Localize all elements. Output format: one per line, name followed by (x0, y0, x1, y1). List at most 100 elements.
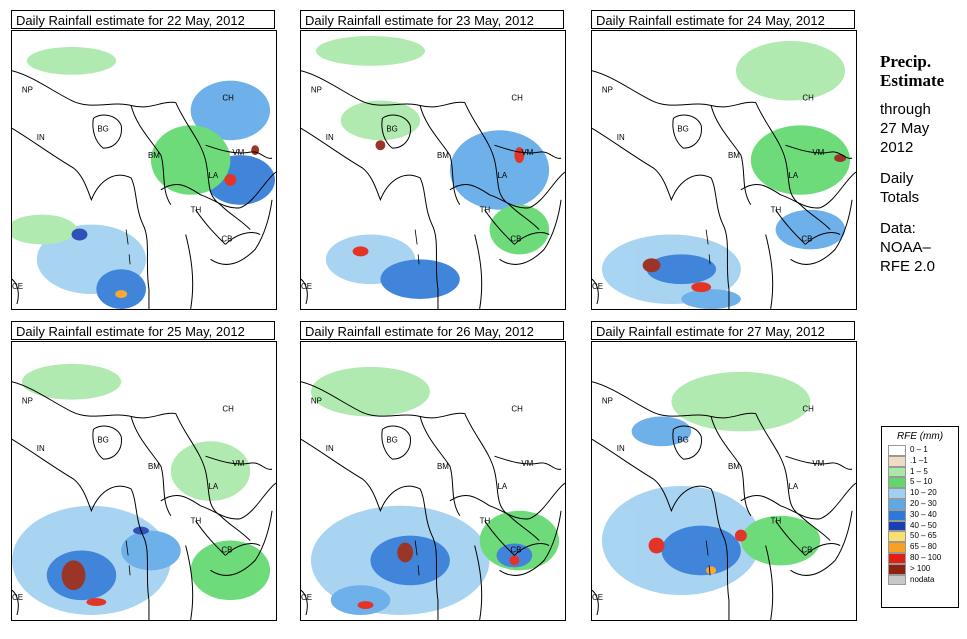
legend-swatch (888, 445, 906, 456)
panel-title: Daily Rainfall estimate for 25 May, 2012 (11, 321, 275, 340)
label-ce: CE (301, 282, 312, 291)
label-np: NP (602, 86, 613, 95)
label-bm: BM (148, 151, 160, 160)
label-la: LA (789, 482, 799, 491)
sidebar-totals-line2: Totals (880, 189, 920, 206)
label-ch: CH (511, 405, 523, 414)
sidebar-through: through (880, 101, 931, 118)
label-th: TH (771, 517, 782, 526)
label-la: LA (209, 482, 219, 491)
label-np: NP (602, 397, 613, 406)
label-in: IN (37, 133, 45, 142)
legend-swatch (888, 509, 906, 521)
label-ce: CE (301, 593, 312, 602)
map-panel-4: Daily Rainfall estimate for 25 May, 2012… (11, 321, 277, 621)
legend-label: nodata (910, 574, 935, 584)
panel-title: Daily Rainfall estimate for 27 May, 2012 (591, 321, 855, 340)
legend-swatch (888, 563, 906, 575)
legend-label: 20 – 30 (910, 498, 937, 508)
label-in: IN (37, 444, 45, 453)
label-ch: CH (222, 405, 234, 414)
label-bg: BG (677, 124, 688, 133)
legend-label: 1 – 5 (910, 466, 928, 476)
legend-swatch (888, 542, 906, 553)
label-la: LA (209, 171, 219, 180)
legend-item: nodata (882, 574, 958, 586)
panel-title: Daily Rainfall estimate for 22 May, 2012 (11, 10, 275, 29)
legend-item: 50 – 65 (882, 531, 958, 543)
legend-item: 5 – 10 (882, 477, 958, 489)
legend-title: RFE (mm) (896, 431, 944, 442)
label-ch: CH (802, 94, 814, 103)
legend-swatch (888, 520, 906, 532)
sidebar-data-line1: Data: (880, 220, 916, 237)
label-ce: CE (12, 593, 23, 602)
sidebar-data-line2: NOAA– (880, 239, 931, 256)
legend-item: 80 – 100 (882, 552, 958, 564)
sidebar-date-line1: 27 May (880, 120, 930, 137)
label-cb: CB (221, 234, 232, 243)
legend-label: .1 –1 (910, 455, 928, 465)
rainfall-map: NP CH IN BG BM VM LA TH CB CE (11, 341, 277, 621)
panel-title: Daily Rainfall estimate for 23 May, 2012 (300, 10, 564, 29)
legend-label: > 100 (910, 563, 931, 573)
label-vm: VM (521, 459, 533, 468)
label-bg: BG (677, 435, 688, 444)
label-in: IN (326, 444, 334, 453)
side-annotation: Precip. Estimate through 27 May 2012 Dai… (880, 52, 967, 276)
label-cb: CB (801, 234, 812, 243)
label-th: TH (771, 206, 782, 215)
label-la: LA (498, 482, 508, 491)
legend-swatch (888, 552, 906, 564)
legend-swatch (888, 574, 906, 586)
label-bm: BM (148, 462, 160, 471)
legend-item: 40 – 50 (882, 520, 958, 532)
label-bm: BM (437, 462, 449, 471)
legend-swatch (888, 531, 906, 543)
label-bm: BM (437, 151, 449, 160)
label-vm: VM (232, 459, 244, 468)
rainfall-map: NP CH IN BG BM VM LA TH CB CE (591, 30, 857, 310)
map-panel-3: Daily Rainfall estimate for 24 May, 2012… (591, 10, 857, 310)
sidebar-totals-line1: Daily (880, 170, 914, 187)
label-vm: VM (521, 148, 533, 157)
label-ce: CE (592, 282, 603, 291)
label-bg: BG (386, 435, 397, 444)
legend-item: 30 – 40 (882, 509, 958, 521)
label-cb: CB (510, 545, 521, 554)
label-ce: CE (592, 593, 603, 602)
legend-swatch (888, 498, 906, 510)
legend-swatch (888, 466, 906, 478)
legend-item: .1 –1 (882, 455, 958, 467)
legend-item: 0 – 1 (882, 445, 958, 456)
label-cb: CB (221, 545, 232, 554)
legend-swatch (888, 477, 906, 489)
label-ch: CH (222, 94, 234, 103)
label-la: LA (498, 171, 508, 180)
label-th: TH (191, 206, 202, 215)
rainfall-map: NP CH IN BG BM VM LA TH CB CE (300, 30, 566, 310)
label-ce: CE (12, 282, 23, 291)
panel-title: Daily Rainfall estimate for 24 May, 2012 (591, 10, 855, 29)
label-bm: BM (728, 462, 740, 471)
legend-label: 0 – 1 (910, 445, 928, 454)
label-th: TH (480, 206, 491, 215)
legend-swatch (888, 455, 906, 467)
label-vm: VM (812, 148, 824, 157)
legend-label: 5 – 10 (910, 477, 933, 487)
legend-item: 20 – 30 (882, 498, 958, 510)
label-bg: BG (386, 124, 397, 133)
map-panel-5: Daily Rainfall estimate for 26 May, 2012… (300, 321, 566, 621)
legend-item: 1 – 5 (882, 466, 958, 478)
legend-label: 50 – 65 (910, 531, 937, 541)
label-th: TH (191, 517, 202, 526)
label-vm: VM (232, 148, 244, 157)
rainfall-map: NP CH IN BG BM VM LA TH CB CE (11, 30, 277, 310)
legend-label: 65 – 80 (910, 542, 937, 552)
label-th: TH (480, 517, 491, 526)
sidebar-title-line2: Estimate (880, 71, 945, 90)
map-panel-6: Daily Rainfall estimate for 27 May, 2012… (591, 321, 857, 621)
panel-title: Daily Rainfall estimate for 26 May, 2012 (300, 321, 564, 340)
